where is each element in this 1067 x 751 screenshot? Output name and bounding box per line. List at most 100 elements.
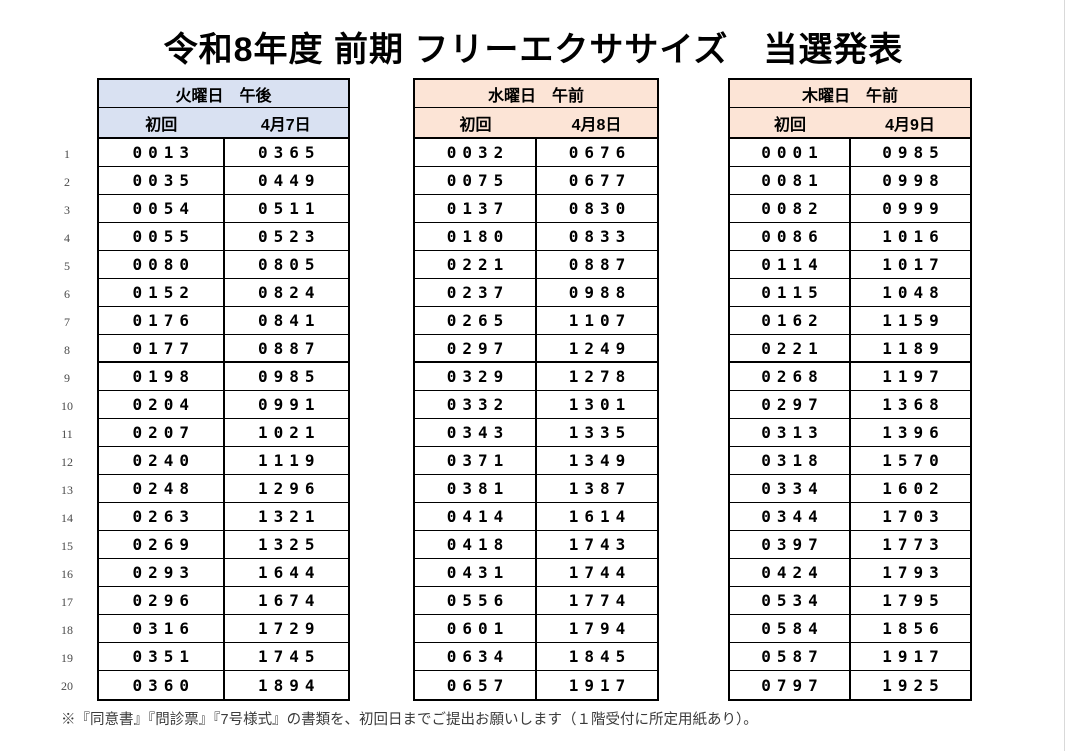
winning-number: 1774	[568, 591, 632, 610]
table-row: 0371 1349	[415, 447, 657, 475]
table-row: 0054 0511	[99, 195, 348, 223]
first-session-label: 初回	[145, 116, 178, 134]
window-edge-line	[1064, 0, 1065, 751]
table-row: 0313 1396	[730, 419, 970, 447]
winning-number: 1794	[568, 619, 632, 638]
table-row: 0316 1729	[99, 615, 348, 643]
table-row: 0424 1793	[730, 559, 970, 587]
winning-number: 0360	[99, 671, 225, 699]
winning-number: 0204	[99, 391, 225, 418]
winning-number: 1301	[568, 395, 632, 414]
winning-number: 0824	[257, 283, 321, 302]
winning-number: 1744	[568, 563, 632, 582]
row-number: 5	[64, 258, 70, 273]
table-row: 0055 0523	[99, 223, 348, 251]
table-row: 0797 1925	[730, 671, 970, 699]
row-number: 1	[64, 146, 70, 161]
table-row: 0221 1189	[730, 335, 970, 363]
winning-number: 0601	[415, 615, 537, 642]
table-row: 0237 0988	[415, 279, 657, 307]
winning-number: 0177	[99, 335, 225, 361]
first-session-date: 4月7日	[260, 116, 311, 134]
table-row: 0418 1743	[415, 531, 657, 559]
winning-number: 0344	[730, 503, 851, 530]
table-row: 0601 1794	[415, 615, 657, 643]
table-row: 0343 1335	[415, 419, 657, 447]
table-row: 0332 1301	[415, 391, 657, 419]
winning-number: 0830	[568, 199, 632, 218]
winning-number: 0887	[257, 338, 321, 358]
first-session-label: 初回	[459, 116, 492, 134]
table-row: 0248 1296	[99, 475, 348, 503]
winning-number: 0221	[730, 335, 851, 361]
winning-number: 0221	[415, 251, 537, 278]
table-row: 0329 1278	[415, 363, 657, 391]
winning-numbers-body: 0013 0365 0035 0449 0054 0511 0055 0523 0080 0805…	[97, 137, 350, 701]
table-subheader: 初回 4月8日	[413, 108, 659, 137]
winning-number: 0329	[415, 363, 537, 390]
winning-number: 0137	[415, 195, 537, 222]
table-row: 0296 1674	[99, 587, 348, 615]
table-row: 0204 0991	[99, 391, 348, 419]
winning-number: 0265	[415, 307, 537, 334]
table-row: 0534 1795	[730, 587, 970, 615]
winning-number: 0313	[730, 419, 851, 446]
row-number: 12	[61, 454, 73, 469]
table-subheader: 初回 4月7日	[97, 108, 350, 137]
winning-numbers-body: 0032 0676 0075 0677 0137 0830 0180 0833 0221 0887…	[413, 137, 659, 701]
winning-number: 0114	[730, 251, 851, 278]
winning-number: 1017	[882, 255, 945, 274]
table-row: 0221 0887	[415, 251, 657, 279]
winning-number: 0237	[415, 279, 537, 306]
winning-number: 0082	[730, 195, 851, 222]
winning-number: 0297	[730, 391, 851, 418]
winning-number: 0080	[99, 251, 225, 278]
row-number: 11	[61, 426, 73, 441]
schedule-table-thursday: 木曜日 午前 初回 4月9日 0001 0985 0081 0998 0082 0999 0…	[728, 78, 972, 701]
winning-number: 0035	[99, 167, 225, 194]
table-row: 0080 0805	[99, 251, 348, 279]
table-row: 0268 1197	[730, 363, 970, 391]
table-row: 0334 1602	[730, 475, 970, 503]
winning-number: 0584	[730, 615, 851, 642]
page-title: 令和8年度 前期 フリーエクササイズ 当選発表	[163, 31, 904, 69]
winning-number: 0431	[415, 559, 537, 586]
winning-number: 1894	[257, 675, 321, 695]
winning-number: 0296	[99, 587, 225, 614]
winning-number: 0162	[730, 307, 851, 334]
winning-number: 1107	[568, 311, 632, 330]
winning-number: 1793	[882, 563, 945, 582]
table-row: 0001 0985	[730, 139, 970, 167]
winning-number: 0991	[257, 395, 321, 414]
winning-number: 0587	[730, 643, 851, 670]
row-number: 14	[61, 510, 73, 525]
winning-number: 0414	[415, 503, 537, 530]
table-row: 0207 1021	[99, 419, 348, 447]
winning-number: 0381	[415, 475, 537, 502]
winning-number: 1729	[257, 619, 321, 638]
winning-number: 1368	[882, 395, 945, 414]
row-number: 3	[64, 202, 70, 217]
winning-number: 0180	[415, 223, 537, 250]
table-row: 0114 1017	[730, 251, 970, 279]
table-row: 0360 1894	[99, 671, 348, 699]
table-row: 0657 1917	[415, 671, 657, 699]
table-row: 0431 1744	[415, 559, 657, 587]
winning-number: 0081	[730, 167, 851, 194]
schedule-table-wednesday: 水曜日 午前 初回 4月8日 0032 0676 0075 0677 0137 0830 0…	[413, 78, 659, 701]
row-number-gutter: 1 2 3 4 5 6 7 8 9 10 11 12 13 14 15 16 17 18 19 20	[52, 140, 82, 700]
winning-number: 1159	[882, 311, 945, 330]
row-number: 9	[64, 370, 70, 385]
winning-number: 1703	[882, 507, 945, 526]
row-number: 19	[61, 650, 73, 665]
row-number: 20	[61, 678, 73, 693]
table-row: 0081 0998	[730, 167, 970, 195]
winning-number: 0332	[415, 391, 537, 418]
winning-number: 0657	[415, 671, 537, 699]
winning-number: 0013	[99, 139, 225, 166]
table-row: 0176 0841	[99, 307, 348, 335]
row-number: 17	[61, 594, 73, 609]
winning-number: 0397	[730, 531, 851, 558]
winning-number: 0371	[415, 447, 537, 474]
table-row: 0269 1325	[99, 531, 348, 559]
